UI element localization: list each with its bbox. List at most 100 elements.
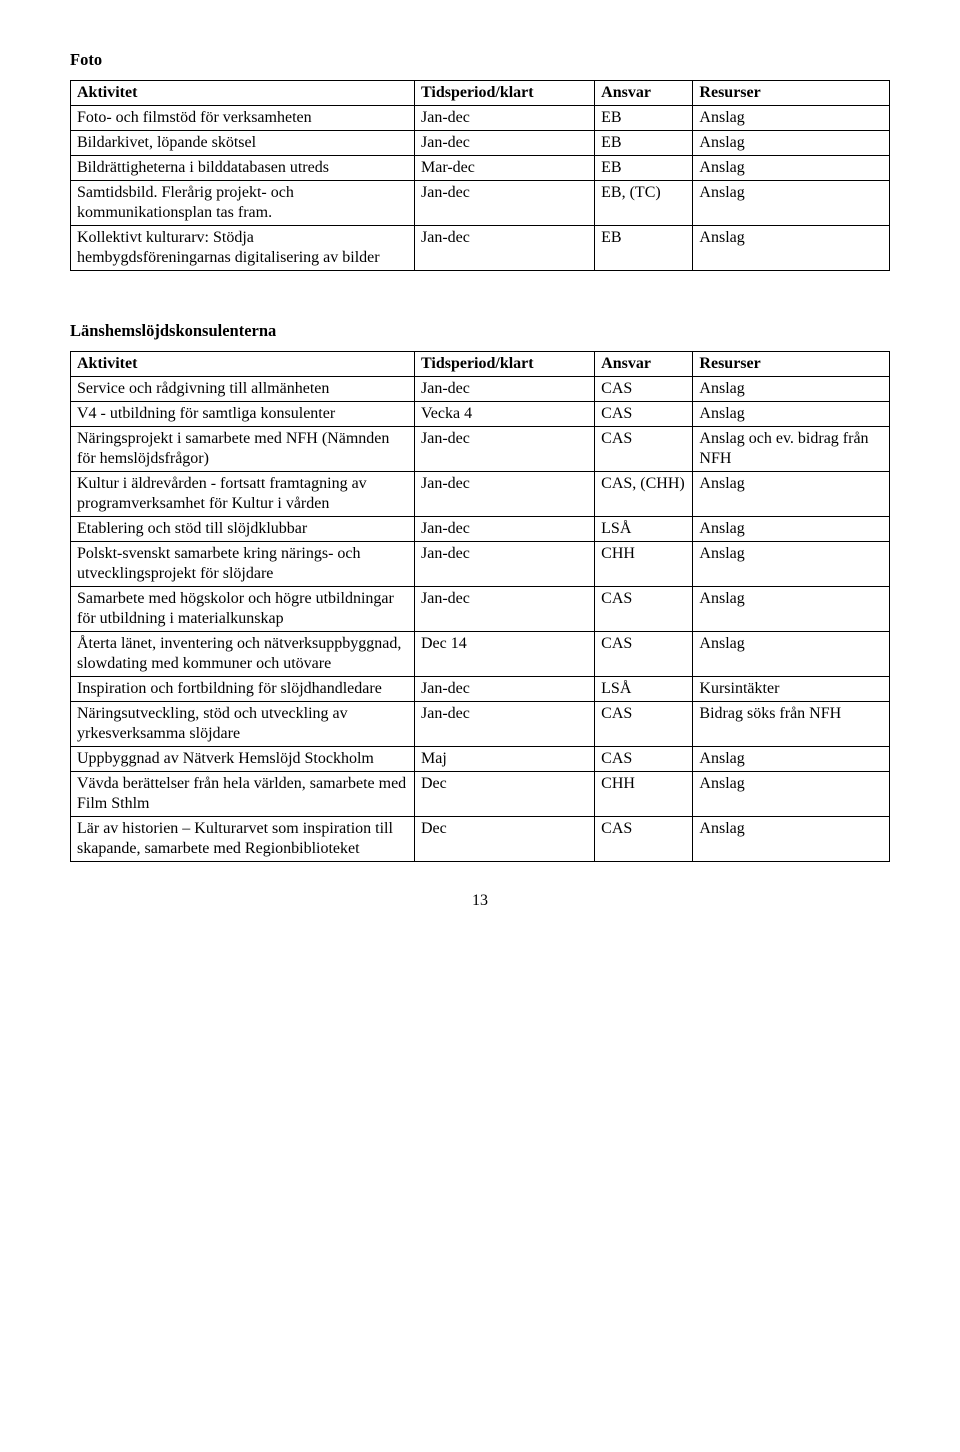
table-cell: Anslag: [693, 517, 890, 542]
col-header: Tidsperiod/klart: [414, 81, 594, 106]
table-row: V4 - utbildning för samtliga konsulenter…: [71, 402, 890, 427]
table-cell: Kollektivt kulturarv: Stödja hembygdsför…: [71, 226, 415, 271]
table-cell: Anslag: [693, 131, 890, 156]
table-cell: EB: [595, 226, 693, 271]
table-cell: Anslag: [693, 747, 890, 772]
table-cell: Vävda berättelser från hela världen, sam…: [71, 772, 415, 817]
lans-tbody: Service och rådgivning till allmänhetenJ…: [71, 377, 890, 862]
table-row: Näringsutveckling, stöd och utveckling a…: [71, 702, 890, 747]
table-row: Bildarkivet, löpande skötselJan-decEBAns…: [71, 131, 890, 156]
table-row: Näringsprojekt i samarbete med NFH (Nämn…: [71, 427, 890, 472]
table-cell: CAS: [595, 817, 693, 862]
table-row: Samtidsbild. Flerårig projekt- och kommu…: [71, 181, 890, 226]
table-header-row: Aktivitet Tidsperiod/klart Ansvar Resurs…: [71, 81, 890, 106]
table-cell: Återta länet, inventering och nätverksup…: [71, 632, 415, 677]
table-cell: CAS: [595, 427, 693, 472]
table-cell: Kursintäkter: [693, 677, 890, 702]
table-cell: Anslag: [693, 226, 890, 271]
table-cell: Jan-dec: [414, 377, 594, 402]
table-cell: V4 - utbildning för samtliga konsulenter: [71, 402, 415, 427]
table-row: Foto- och filmstöd för verksamhetenJan-d…: [71, 106, 890, 131]
table-cell: Anslag: [693, 772, 890, 817]
table-cell: Anslag: [693, 377, 890, 402]
table-cell: Uppbyggnad av Nätverk Hemslöjd Stockholm: [71, 747, 415, 772]
table-cell: Jan-dec: [414, 131, 594, 156]
table-cell: Anslag: [693, 156, 890, 181]
table-cell: Vecka 4: [414, 402, 594, 427]
table-cell: Maj: [414, 747, 594, 772]
col-header: Ansvar: [595, 352, 693, 377]
table-row: Uppbyggnad av Nätverk Hemslöjd Stockholm…: [71, 747, 890, 772]
table-cell: Kultur i äldrevården - fortsatt framtagn…: [71, 472, 415, 517]
table-cell: Anslag: [693, 472, 890, 517]
table-row: Kollektivt kulturarv: Stödja hembygdsför…: [71, 226, 890, 271]
table-cell: Jan-dec: [414, 517, 594, 542]
table-cell: Jan-dec: [414, 677, 594, 702]
table-cell: Foto- och filmstöd för verksamheten: [71, 106, 415, 131]
table-cell: LSÅ: [595, 677, 693, 702]
table-cell: EB: [595, 106, 693, 131]
table-cell: Jan-dec: [414, 587, 594, 632]
table-cell: CHH: [595, 772, 693, 817]
table-cell: Anslag: [693, 587, 890, 632]
table-cell: Näringsprojekt i samarbete med NFH (Nämn…: [71, 427, 415, 472]
col-header: Resurser: [693, 81, 890, 106]
table-row: Lär av historien – Kulturarvet som inspi…: [71, 817, 890, 862]
table-cell: CHH: [595, 542, 693, 587]
table-cell: Samtidsbild. Flerårig projekt- och kommu…: [71, 181, 415, 226]
col-header: Aktivitet: [71, 352, 415, 377]
col-header: Resurser: [693, 352, 890, 377]
table-cell: Jan-dec: [414, 702, 594, 747]
lans-section-title: Länshemslöjdskonsulenterna: [70, 321, 890, 341]
table-header-row: Aktivitet Tidsperiod/klart Ansvar Resurs…: [71, 352, 890, 377]
table-cell: Jan-dec: [414, 542, 594, 587]
table-cell: Jan-dec: [414, 106, 594, 131]
table-cell: CAS, (CHH): [595, 472, 693, 517]
table-cell: Jan-dec: [414, 472, 594, 517]
table-cell: CAS: [595, 402, 693, 427]
table-cell: EB: [595, 131, 693, 156]
table-cell: Jan-dec: [414, 181, 594, 226]
table-cell: EB, (TC): [595, 181, 693, 226]
page-number: 13: [70, 892, 890, 910]
table-row: Samarbete med högskolor och högre utbild…: [71, 587, 890, 632]
table-cell: LSÅ: [595, 517, 693, 542]
table-cell: Näringsutveckling, stöd och utveckling a…: [71, 702, 415, 747]
table-cell: Anslag: [693, 402, 890, 427]
table-cell: CAS: [595, 587, 693, 632]
lans-table: Aktivitet Tidsperiod/klart Ansvar Resurs…: [70, 351, 890, 862]
table-cell: CAS: [595, 747, 693, 772]
table-row: Bildrättigheterna i bilddatabasen utreds…: [71, 156, 890, 181]
table-cell: Anslag: [693, 106, 890, 131]
table-cell: CAS: [595, 377, 693, 402]
foto-section-title: Foto: [70, 50, 890, 70]
table-cell: Lär av historien – Kulturarvet som inspi…: [71, 817, 415, 862]
table-cell: EB: [595, 156, 693, 181]
col-header: Aktivitet: [71, 81, 415, 106]
table-cell: Etablering och stöd till slöjdklubbar: [71, 517, 415, 542]
table-row: Polskt-svenskt samarbete kring närings- …: [71, 542, 890, 587]
table-cell: Service och rådgivning till allmänheten: [71, 377, 415, 402]
table-cell: Anslag: [693, 181, 890, 226]
foto-tbody: Foto- och filmstöd för verksamhetenJan-d…: [71, 106, 890, 271]
table-row: Kultur i äldrevården - fortsatt framtagn…: [71, 472, 890, 517]
table-cell: Dec: [414, 817, 594, 862]
table-cell: Anslag: [693, 542, 890, 587]
table-row: Etablering och stöd till slöjdklubbarJan…: [71, 517, 890, 542]
foto-table: Aktivitet Tidsperiod/klart Ansvar Resurs…: [70, 80, 890, 271]
table-cell: Samarbete med högskolor och högre utbild…: [71, 587, 415, 632]
col-header: Tidsperiod/klart: [414, 352, 594, 377]
table-cell: Jan-dec: [414, 427, 594, 472]
table-cell: Anslag och ev. bidrag från NFH: [693, 427, 890, 472]
table-cell: Inspiration och fortbildning för slöjdha…: [71, 677, 415, 702]
table-row: Vävda berättelser från hela världen, sam…: [71, 772, 890, 817]
table-cell: Dec: [414, 772, 594, 817]
table-cell: CAS: [595, 702, 693, 747]
table-cell: Mar-dec: [414, 156, 594, 181]
table-cell: Polskt-svenskt samarbete kring närings- …: [71, 542, 415, 587]
table-cell: Bildrättigheterna i bilddatabasen utreds: [71, 156, 415, 181]
col-header: Ansvar: [595, 81, 693, 106]
table-cell: Dec 14: [414, 632, 594, 677]
table-cell: Bildarkivet, löpande skötsel: [71, 131, 415, 156]
table-row: Inspiration och fortbildning för slöjdha…: [71, 677, 890, 702]
